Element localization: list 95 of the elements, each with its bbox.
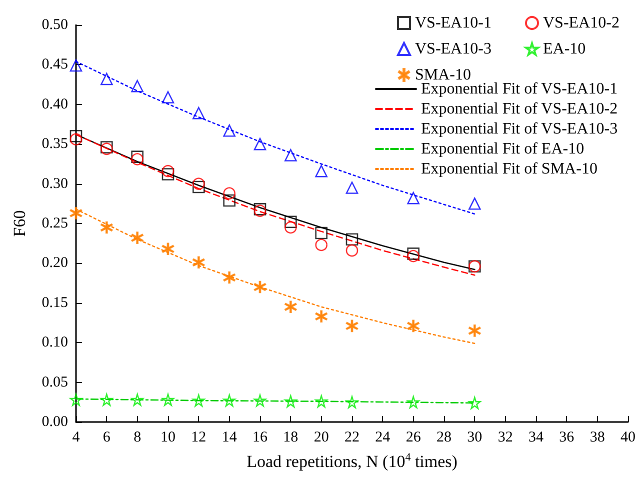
y-tick-label: 0.35: [42, 136, 68, 152]
point: [407, 320, 420, 332]
point: [346, 244, 358, 257]
point: [407, 248, 420, 260]
point: [131, 394, 144, 406]
y-tick-label: 0.00: [42, 414, 68, 430]
point: [346, 396, 358, 408]
x-tick-label: 38: [590, 430, 605, 446]
point: [346, 182, 358, 194]
point: [468, 396, 481, 410]
point: [100, 221, 113, 234]
x-tick-label: 12: [191, 430, 206, 446]
x-tick-label: 28: [436, 430, 452, 446]
legend-label: EA-10: [543, 40, 586, 58]
point: [315, 238, 328, 252]
point: [284, 395, 297, 408]
x-tick-label: 36: [559, 430, 575, 446]
point: [315, 164, 328, 178]
x-tick-label: 16: [252, 430, 268, 446]
y-axis-title: F60: [10, 210, 29, 237]
point: [223, 187, 236, 200]
y-tick-label: 0.10: [42, 334, 68, 351]
point: [100, 72, 113, 86]
point: [407, 250, 420, 262]
point: [254, 138, 266, 150]
legend-label: SMA-10: [415, 66, 472, 84]
point: [223, 271, 236, 284]
legend-label: Exponential Fit of SMA-10: [421, 160, 598, 178]
point: [70, 394, 82, 406]
point: [468, 198, 481, 210]
point: [192, 106, 205, 120]
legend-label: VS-EA10-3: [415, 40, 492, 58]
point: [70, 207, 82, 220]
point: [162, 91, 174, 104]
point: [223, 124, 236, 137]
point: [254, 280, 266, 294]
legend-label: Exponential Fit of VS-EA10-2: [421, 100, 618, 118]
point: [131, 150, 144, 163]
x-tick-label: 20: [314, 430, 329, 446]
x-tick-label: 24: [375, 430, 391, 446]
y-tick-label: 0.40: [42, 96, 68, 112]
x-tick-label: 10: [160, 430, 176, 446]
legend-label: Exponential Fit of EA-10: [421, 140, 584, 158]
point: [284, 216, 297, 228]
legend-label: Exponential Fit of VS-EA10-1: [421, 80, 618, 98]
point: [131, 153, 144, 166]
point: [162, 168, 174, 180]
x-tick-label: 14: [222, 430, 238, 446]
x-tick-label: 34: [528, 430, 544, 446]
point: [284, 149, 297, 162]
x-tick-label: 6: [102, 430, 111, 446]
point: [284, 300, 297, 314]
point: [468, 324, 481, 337]
x-tick-label: 18: [283, 430, 298, 446]
point: [315, 395, 328, 408]
x-tick-label: 4: [72, 430, 80, 446]
point: [131, 232, 144, 244]
point: [223, 394, 236, 407]
legend-label: VS-EA10-2: [543, 14, 620, 32]
point: [192, 256, 205, 269]
y-tick-label: 0.50: [42, 17, 68, 33]
point: [407, 192, 420, 204]
point: [162, 394, 174, 406]
legend-label: VS-EA10-1: [415, 14, 492, 32]
y-tick-label: 0.45: [42, 56, 68, 73]
x-tick-label: 40: [620, 430, 636, 446]
point: [315, 310, 328, 323]
point: [131, 80, 144, 92]
y-tick-label: 0.15: [42, 294, 68, 311]
point: [162, 164, 174, 178]
x-tick-label: 32: [498, 430, 513, 446]
point: [70, 133, 82, 146]
point: [346, 320, 358, 332]
point: [100, 394, 113, 406]
x-tick-label: 30: [467, 430, 482, 446]
point: [254, 394, 266, 407]
point: [70, 130, 82, 142]
point: [223, 194, 236, 207]
y-tick-label: 0.30: [42, 176, 68, 192]
point: [192, 394, 205, 407]
legend-label: Exponential Fit of VS-EA10-3: [421, 120, 618, 138]
point: [192, 178, 205, 190]
point: [284, 221, 297, 234]
point: [70, 59, 82, 72]
y-tick-label: 0.20: [42, 255, 68, 272]
x-tick-label: 26: [406, 430, 422, 446]
point: [315, 226, 328, 240]
point: [192, 180, 205, 194]
point: [407, 396, 420, 408]
point: [162, 242, 174, 256]
x-tick-label: 8: [134, 430, 142, 446]
point: [346, 233, 358, 246]
x-tick-label: 22: [344, 430, 360, 446]
y-tick-label: 0.05: [42, 374, 68, 390]
y-tick-label: 0.25: [42, 216, 68, 232]
